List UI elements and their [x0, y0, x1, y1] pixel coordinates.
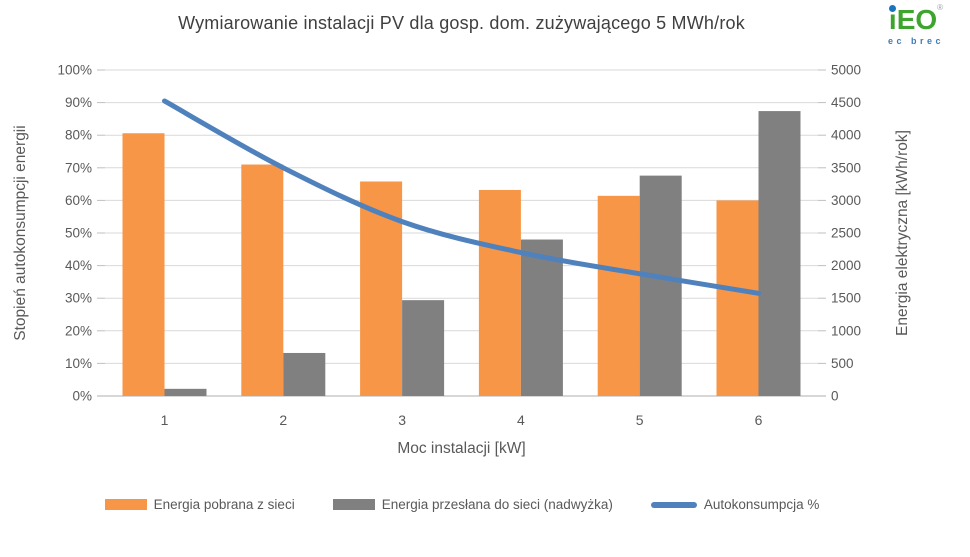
x-axis-tick-label: 4 — [517, 412, 525, 428]
right-axis-tick-label: 5000 — [831, 63, 861, 78]
ieo-logo: iEO® ec brec — [887, 3, 944, 46]
bar-series2-kw1 — [164, 388, 207, 396]
legend-item-energia-przeslana: Energia przesłana do sieci (nadwyżka) — [332, 497, 613, 512]
x-axis-tick-label: 6 — [755, 412, 763, 428]
left-axis-tick-label: 60% — [65, 193, 92, 208]
left-axis-tick-label: 30% — [65, 291, 92, 306]
logo-letters-eo: EO — [896, 4, 938, 35]
logo-registered-mark: ® — [937, 3, 944, 12]
x-axis-title: Moc instalacji [kW] — [397, 440, 526, 457]
x-axis-tick-label: 3 — [398, 412, 406, 428]
logo-tagline: ec brec — [887, 36, 944, 46]
left-axis-tick-label: 20% — [65, 323, 92, 338]
right-axis-tick-label: 3500 — [831, 160, 861, 175]
autokonsumpcja-line — [162, 98, 761, 296]
left-axis-tick-label: 90% — [65, 95, 92, 110]
bar-series1-kw1 — [122, 133, 165, 396]
logo-text: iEO® — [888, 3, 944, 35]
left-axis-tick-label: 40% — [65, 258, 92, 273]
right-axis-tick-label: 4000 — [831, 128, 861, 143]
x-axis-tick-label: 2 — [279, 412, 287, 428]
right-axis-tick-label: 2500 — [831, 226, 861, 241]
logo-letter-i: i — [888, 4, 897, 35]
bar-series1-kw4 — [478, 189, 521, 396]
x-axis-tick-label: 5 — [636, 412, 644, 428]
right-axis-tick-label: 3000 — [831, 193, 861, 208]
left-axis-tick-label: 70% — [65, 160, 92, 175]
bar-series1-kw5 — [597, 195, 640, 396]
legend-label: Autokonsumpcja % — [703, 497, 820, 512]
bar-series2-kw2 — [283, 352, 326, 396]
left-axis-title: Stopień autokonsumpcji energii — [12, 125, 29, 341]
right-axis-tick-label: 4500 — [831, 95, 861, 110]
x-axis-tick-label: 1 — [161, 412, 169, 428]
chart-title: Wymiarowanie instalacji PV dla gosp. dom… — [178, 13, 745, 33]
bar-series2-kw6 — [758, 111, 801, 397]
legend-swatch-orange-bar — [104, 499, 147, 510]
legend-item-autokonsumpcja: Autokonsumpcja % — [650, 497, 820, 512]
legend-label: Energia pobrana z sieci — [153, 497, 295, 512]
right-axis-tick-label: 2000 — [831, 258, 861, 273]
legend-swatch-gray-bar — [332, 499, 375, 510]
left-axis-tick-label: 50% — [65, 226, 92, 241]
right-axis-title: Energia elektryczna [kWh/rok] — [894, 130, 911, 336]
right-axis-tick-label: 0 — [831, 389, 839, 404]
right-axis-tick-label: 500 — [831, 356, 854, 371]
bar-series2-kw3 — [402, 300, 445, 396]
bar-series2-kw4 — [520, 239, 563, 396]
bar-series1-kw2 — [241, 164, 284, 396]
legend-label: Energia przesłana do sieci (nadwyżka) — [381, 497, 613, 512]
left-axis-tick-label: 80% — [65, 128, 92, 143]
left-axis-tick-label: 0% — [72, 389, 92, 404]
left-axis-tick-label: 10% — [65, 356, 92, 371]
right-axis-tick-label: 1500 — [831, 291, 861, 306]
left-axis-tick-label: 100% — [57, 63, 92, 78]
right-axis-tick-label: 1000 — [831, 323, 861, 338]
bar-series2-kw5 — [639, 175, 682, 396]
plot-area: 0% 0 10% 500 20% 1000 30% 1500 40% 2000 50% 2500 60%… — [57, 63, 861, 429]
legend: Energia pobrana z sieci Energia przesłan… — [0, 497, 924, 512]
legend-swatch-blue-line — [650, 501, 697, 508]
legend-item-energia-pobrana: Energia pobrana z sieci — [104, 497, 295, 512]
bar-series1-kw6 — [716, 200, 759, 396]
